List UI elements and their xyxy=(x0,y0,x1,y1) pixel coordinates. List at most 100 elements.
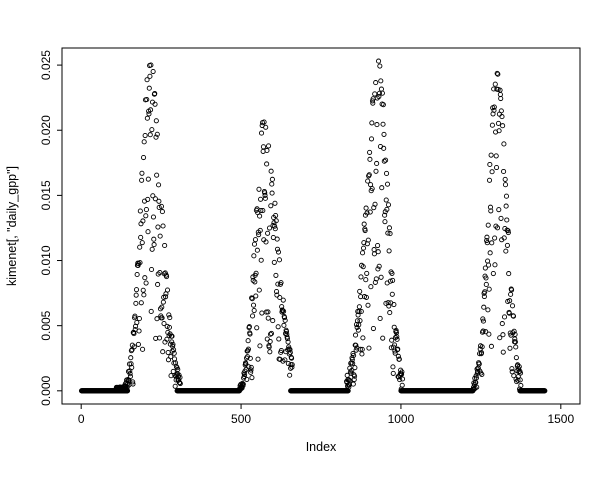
data-point xyxy=(500,332,506,338)
y-tick-label: 0.005 xyxy=(39,310,53,340)
data-point xyxy=(492,81,498,87)
data-point xyxy=(149,246,155,252)
data-point xyxy=(487,204,494,210)
data-point xyxy=(369,98,376,104)
x-tick-label: 1000 xyxy=(388,412,415,426)
data-point xyxy=(273,272,279,278)
data-point xyxy=(501,314,508,320)
data-point xyxy=(360,264,366,270)
data-point xyxy=(485,307,491,313)
data-point xyxy=(264,147,270,154)
data-point xyxy=(127,371,133,377)
data-point xyxy=(258,130,265,136)
data-point xyxy=(134,271,140,278)
data-point xyxy=(283,328,290,335)
data-point xyxy=(269,190,275,196)
data-point xyxy=(509,287,515,293)
data-point xyxy=(157,233,163,239)
data-point xyxy=(278,347,284,354)
data-point xyxy=(171,350,177,356)
data-point xyxy=(352,332,359,338)
data-point xyxy=(253,270,259,276)
data-point xyxy=(257,343,263,349)
data-point xyxy=(154,172,160,178)
data-point xyxy=(380,102,386,108)
data-point xyxy=(517,370,524,376)
data-point xyxy=(133,292,139,298)
data-point xyxy=(378,274,384,280)
y-tick-label: 0.015 xyxy=(39,180,53,210)
data-point xyxy=(483,275,489,281)
data-point xyxy=(266,344,272,350)
data-point xyxy=(287,346,293,353)
data-point xyxy=(142,275,148,281)
data-point xyxy=(496,207,502,213)
data-point xyxy=(362,227,368,234)
data-point xyxy=(131,344,137,350)
data-point xyxy=(504,217,510,223)
data-point xyxy=(387,231,393,237)
data-point xyxy=(262,192,268,199)
data-point xyxy=(360,335,366,341)
data-point xyxy=(150,193,156,199)
data-point xyxy=(497,335,503,341)
data-point xyxy=(171,347,177,353)
data-point xyxy=(148,62,154,68)
data-point xyxy=(281,322,287,328)
data-point xyxy=(160,299,166,305)
data-point xyxy=(355,327,361,333)
data-point xyxy=(274,292,280,298)
data-point xyxy=(270,318,276,324)
data-point xyxy=(482,289,488,295)
data-point xyxy=(243,366,249,372)
data-point xyxy=(133,300,139,306)
data-point xyxy=(511,328,517,334)
data-point xyxy=(263,239,269,245)
data-point xyxy=(287,349,293,356)
data-point xyxy=(373,80,379,86)
data-point xyxy=(385,230,391,236)
data-point xyxy=(148,308,154,315)
data-point xyxy=(144,77,150,83)
data-point xyxy=(289,362,295,368)
data-point xyxy=(389,337,395,343)
data-point xyxy=(142,133,148,139)
data-point xyxy=(257,213,263,219)
data-point xyxy=(152,101,158,107)
data-point xyxy=(357,288,363,294)
data-point xyxy=(128,355,134,361)
data-point xyxy=(173,377,179,383)
data-point xyxy=(242,371,248,378)
data-point xyxy=(159,304,165,310)
data-point xyxy=(506,271,512,277)
data-point xyxy=(483,329,489,335)
data-point xyxy=(260,144,266,150)
data-point xyxy=(360,250,366,256)
data-point xyxy=(251,307,257,314)
data-point xyxy=(133,287,140,293)
data-point xyxy=(358,274,364,280)
data-point xyxy=(280,297,286,303)
data-point xyxy=(247,331,253,337)
data-point xyxy=(491,104,497,110)
data-point xyxy=(513,355,519,361)
data-point xyxy=(501,141,507,147)
data-point xyxy=(391,342,398,348)
data-point xyxy=(399,376,406,382)
data-point xyxy=(147,73,153,79)
data-point xyxy=(245,338,251,344)
data-point xyxy=(391,301,397,308)
data-point xyxy=(346,384,352,390)
scatter-points-group xyxy=(78,58,548,394)
data-point xyxy=(265,309,271,315)
data-point xyxy=(375,249,381,255)
data-point xyxy=(136,316,142,322)
data-point xyxy=(155,281,161,288)
data-point xyxy=(176,372,182,378)
data-point xyxy=(265,230,271,236)
data-point xyxy=(252,237,258,243)
data-point xyxy=(249,375,255,381)
data-point xyxy=(375,242,381,249)
data-point xyxy=(361,221,367,227)
